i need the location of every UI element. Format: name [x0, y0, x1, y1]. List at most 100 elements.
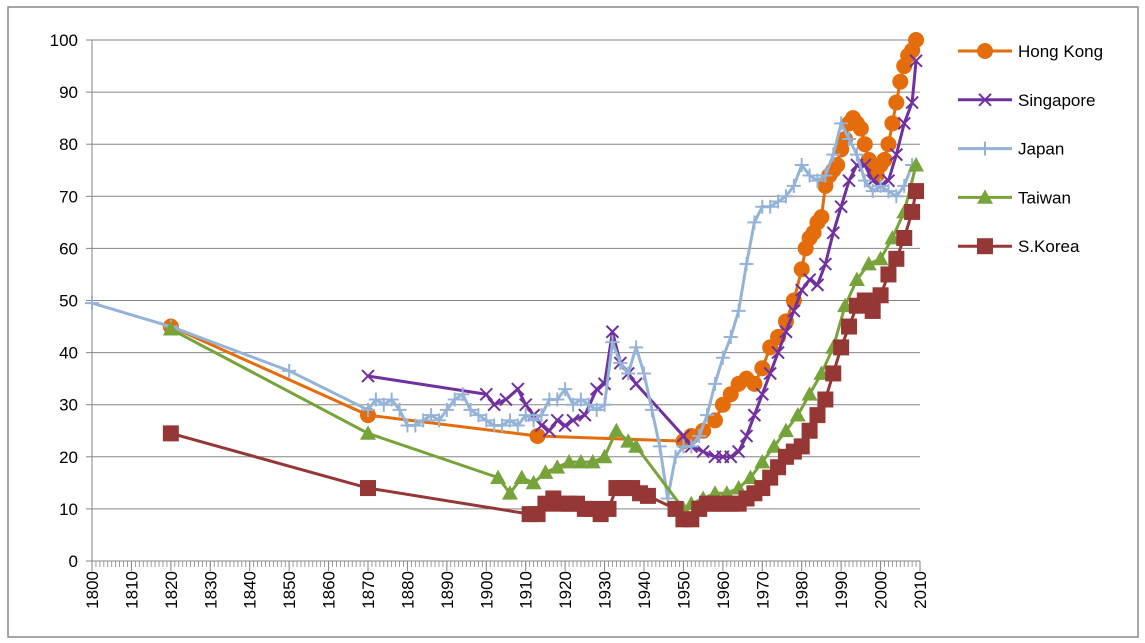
marker: [731, 444, 746, 459]
marker: [706, 412, 723, 429]
marker: [789, 407, 806, 422]
legend-marker: [977, 238, 993, 255]
marker: [872, 287, 889, 304]
marker: [724, 450, 738, 464]
marker: [786, 178, 801, 193]
marker: [818, 168, 833, 183]
marker: [810, 278, 825, 292]
y-tick-label: 90: [59, 83, 78, 102]
marker: [715, 350, 730, 365]
marker: [778, 189, 793, 204]
marker: [771, 194, 786, 209]
marker: [584, 454, 601, 469]
marker: [471, 408, 486, 423]
x-tick-label: 1920: [556, 571, 575, 609]
marker: [534, 408, 549, 423]
marker: [842, 131, 857, 146]
marker: [608, 422, 625, 438]
marker: [842, 173, 856, 188]
legend-marker: [978, 93, 992, 107]
y-tick-label: 70: [59, 187, 78, 206]
marker: [162, 321, 179, 336]
x-tick-label: 1930: [596, 571, 615, 609]
marker: [644, 402, 659, 417]
marker: [561, 454, 578, 469]
marker: [889, 189, 904, 204]
marker: [692, 428, 707, 443]
marker: [897, 116, 911, 131]
marker: [511, 382, 525, 396]
marker: [513, 469, 530, 485]
marker: [793, 261, 810, 278]
y-tick-label: 30: [59, 396, 78, 415]
marker: [424, 408, 439, 423]
marker: [826, 147, 841, 162]
marker: [826, 226, 840, 240]
marker: [908, 157, 925, 172]
marker: [447, 392, 462, 407]
marker: [529, 427, 546, 444]
marker: [581, 397, 596, 412]
marker: [550, 392, 565, 407]
marker: [746, 375, 763, 392]
marker: [889, 147, 904, 162]
marker: [549, 459, 566, 474]
chart-frame: [7, 6, 1139, 638]
x-tick-label: 2000: [872, 571, 891, 609]
marker: [572, 454, 589, 469]
marker: [613, 356, 628, 371]
marker: [834, 116, 849, 131]
marker: [597, 397, 612, 412]
marker: [85, 296, 99, 311]
marker: [550, 413, 564, 428]
marker: [880, 266, 897, 283]
marker: [802, 272, 817, 287]
x-tick-label: 1800: [83, 571, 102, 609]
y-tick-label: 100: [50, 31, 78, 50]
marker: [888, 94, 905, 111]
marker: [620, 433, 637, 448]
marker: [502, 413, 517, 428]
marker: [518, 408, 533, 423]
marker: [589, 402, 604, 417]
marker: [700, 408, 715, 423]
marker: [676, 429, 691, 443]
marker: [495, 418, 510, 433]
marker: [487, 397, 501, 412]
marker: [873, 178, 888, 193]
marker: [639, 487, 656, 504]
marker: [431, 413, 446, 428]
marker: [739, 429, 754, 443]
marker: [856, 136, 873, 153]
marker: [652, 439, 667, 454]
marker: [637, 366, 651, 381]
marker: [881, 184, 896, 199]
marker: [596, 448, 613, 464]
marker: [747, 408, 762, 422]
x-tick-label: 1910: [517, 571, 536, 609]
marker: [368, 392, 383, 407]
marker: [904, 203, 921, 220]
marker: [754, 360, 771, 377]
marker: [834, 200, 848, 214]
legend-label: Japan: [1018, 140, 1064, 159]
marker: [884, 115, 901, 132]
marker: [731, 303, 746, 318]
marker: [416, 413, 431, 428]
marker: [629, 377, 643, 391]
marker: [439, 402, 454, 417]
marker: [860, 256, 877, 271]
legend-marker: [977, 43, 993, 59]
marker: [621, 366, 636, 381]
y-tick-label: 60: [59, 239, 78, 258]
marker: [479, 387, 493, 401]
marker: [696, 444, 710, 459]
marker: [896, 229, 913, 246]
marker: [361, 369, 375, 383]
series: [85, 116, 920, 506]
marker: [707, 376, 722, 391]
marker: [605, 325, 620, 339]
marker: [763, 199, 778, 214]
y-tick-label: 40: [59, 344, 78, 363]
marker: [479, 413, 494, 428]
